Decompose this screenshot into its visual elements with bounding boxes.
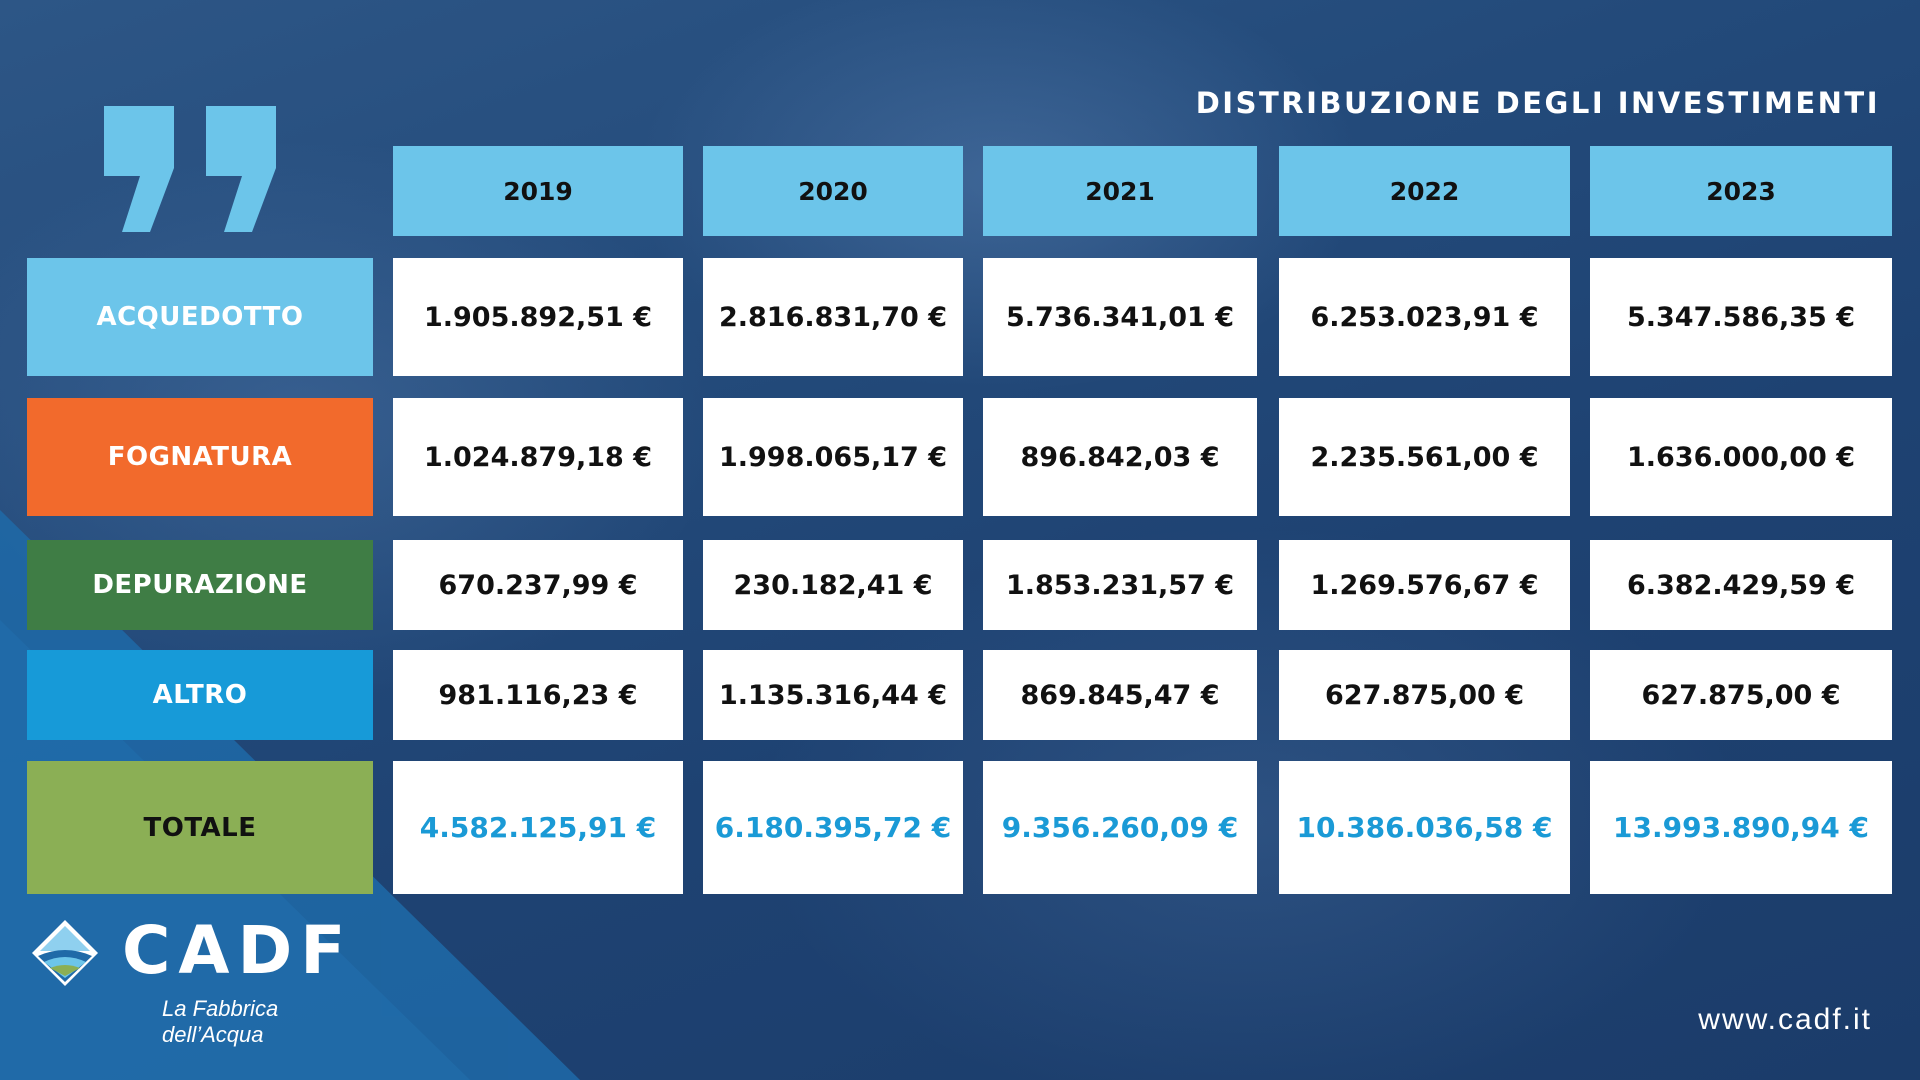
row-label-depurazione: DEPURAZIONE — [27, 540, 373, 630]
total-cell: 13.993.890,94 € — [1590, 761, 1892, 894]
value-cell: 981.116,23 € — [393, 650, 683, 740]
value-cell: 1.905.892,51 € — [393, 258, 683, 376]
value-cell: 627.875,00 € — [1590, 650, 1892, 740]
page-title: DISTRIBUZIONE DEGLI INVESTIMENTI — [1195, 86, 1880, 120]
logo-name: CADF — [122, 912, 354, 989]
logo-diamond-icon — [32, 920, 98, 986]
value-cell: 2.816.831,70 € — [703, 258, 963, 376]
value-cell: 627.875,00 € — [1279, 650, 1570, 740]
value-cell: 896.842,03 € — [983, 398, 1257, 516]
logo-tagline: La Fabbrica dell’Acqua — [162, 996, 279, 1047]
value-cell: 1.998.065,17 € — [703, 398, 963, 516]
value-cell: 5.347.586,35 € — [1590, 258, 1892, 376]
value-cell: 670.237,99 € — [393, 540, 683, 630]
row-label-acquedotto: ACQUEDOTTO — [27, 258, 373, 376]
value-cell: 1.269.576,67 € — [1279, 540, 1570, 630]
total-cell: 6.180.395,72 € — [703, 761, 963, 894]
total-cell: 9.356.260,09 € — [983, 761, 1257, 894]
value-cell: 1.135.316,44 € — [703, 650, 963, 740]
year-header: 2022 — [1279, 146, 1570, 236]
website-url[interactable]: www.cadf.it — [1698, 1003, 1872, 1036]
value-cell: 1.853.231,57 € — [983, 540, 1257, 630]
row-label-totale: TOTALE — [27, 761, 373, 894]
year-header: 2019 — [393, 146, 683, 236]
row-label-altro: ALTRO — [27, 650, 373, 740]
row-label-fognatura: FOGNATURA — [27, 398, 373, 516]
year-header: 2020 — [703, 146, 963, 236]
closing-quote-icon — [104, 106, 276, 232]
value-cell: 5.736.341,01 € — [983, 258, 1257, 376]
value-cell: 2.235.561,00 € — [1279, 398, 1570, 516]
value-cell: 6.253.023,91 € — [1279, 258, 1570, 376]
year-header: 2021 — [983, 146, 1257, 236]
value-cell: 869.845,47 € — [983, 650, 1257, 740]
value-cell: 1.024.879,18 € — [393, 398, 683, 516]
total-cell: 10.386.036,58 € — [1279, 761, 1570, 894]
value-cell: 1.636.000,00 € — [1590, 398, 1892, 516]
logo: CADF La Fabbrica dell’Acqua — [30, 912, 380, 1047]
total-cell: 4.582.125,91 € — [393, 761, 683, 894]
value-cell: 6.382.429,59 € — [1590, 540, 1892, 630]
year-header: 2023 — [1590, 146, 1892, 236]
value-cell: 230.182,41 € — [703, 540, 963, 630]
